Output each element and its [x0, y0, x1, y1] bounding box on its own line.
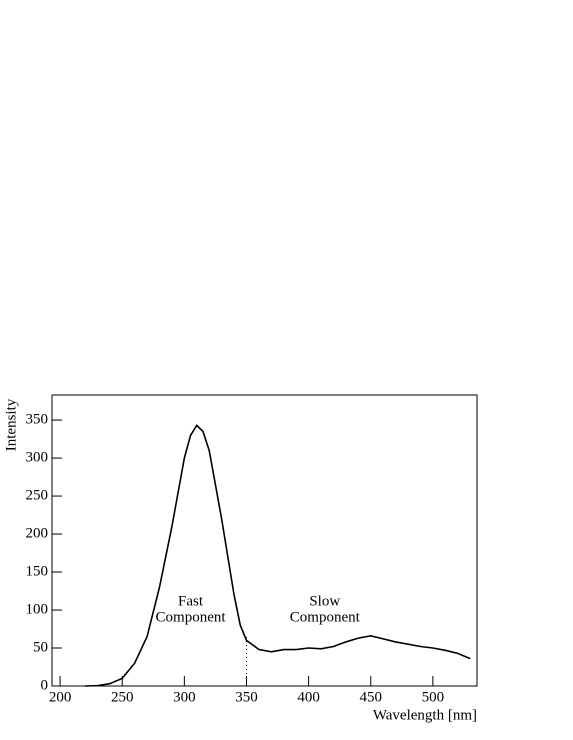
x-axis-label: Wavelength [nm]	[373, 707, 477, 723]
y-tick-label: 100	[26, 601, 49, 617]
plot-frame	[51, 394, 478, 687]
data-line	[84, 424, 471, 687]
x-tick-label: 500	[422, 689, 445, 705]
y-axis-label: Intensity	[3, 398, 19, 451]
x-tick-label: 300	[173, 689, 196, 705]
x-tick-label: 450	[360, 689, 383, 705]
y-tick-label: 300	[26, 450, 49, 466]
y-tick-label: 250	[26, 487, 49, 503]
annotation: Component	[290, 609, 361, 625]
y-tick-label: 200	[26, 525, 49, 541]
x-tick-label: 250	[111, 689, 134, 705]
y-tick-label: 150	[26, 563, 49, 579]
x-tick-label: 200	[49, 689, 72, 705]
y-tick-label: 50	[33, 639, 48, 655]
x-tick-label: 350	[235, 689, 258, 705]
annotation: Slow	[309, 593, 340, 609]
y-tick-label: 0	[41, 677, 49, 693]
y-tick-label: 350	[26, 412, 49, 428]
x-tick-label: 400	[297, 689, 320, 705]
annotation: Fast	[178, 593, 204, 609]
annotation: Component	[156, 609, 227, 625]
